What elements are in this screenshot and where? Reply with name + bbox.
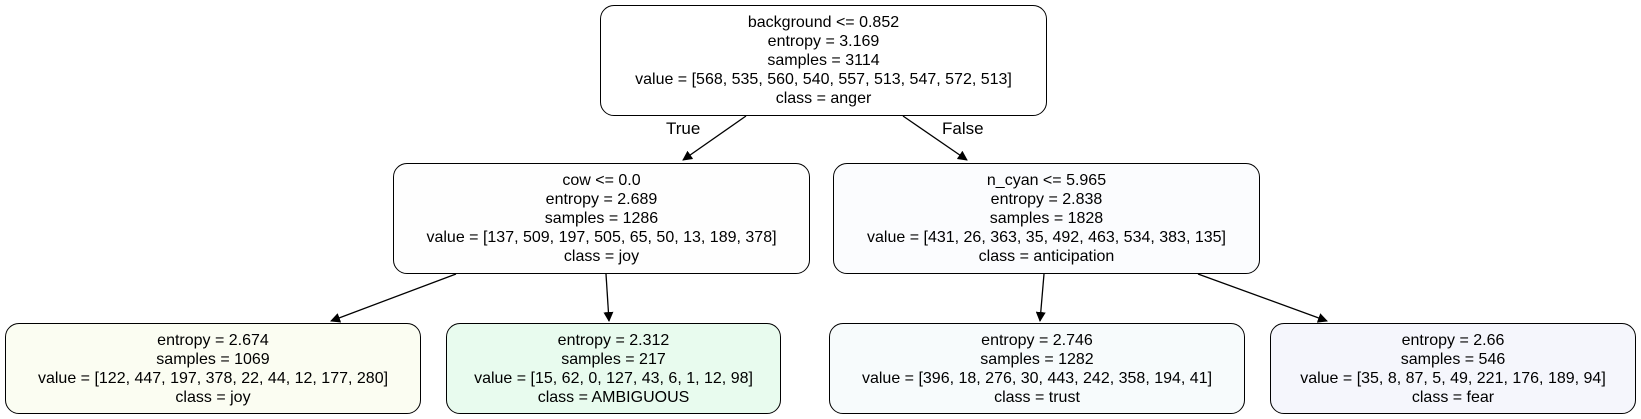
edge-left-leaf-2 — [603, 273, 614, 322]
node-samples: samples = 1286 — [544, 210, 659, 227]
edge-root-left — [682, 115, 747, 161]
tree-node-root: background <= 0.852 entropy = 3.169 samp… — [600, 5, 1047, 116]
node-samples: samples = 1828 — [989, 210, 1104, 227]
node-entropy: entropy = 2.838 — [990, 191, 1103, 208]
node-class: class = fear — [1411, 388, 1495, 406]
node-samples: samples = 1282 — [980, 350, 1094, 368]
node-entropy: entropy = 3.169 — [767, 33, 880, 50]
edge-label-false: False — [942, 119, 984, 138]
node-value: value = [568, 535, 560, 540, 557, 513, 5… — [635, 71, 1012, 88]
node-class: class = trust — [994, 388, 1080, 406]
node-samples: samples = 217 — [561, 350, 666, 368]
node-value: value = [35, 8, 87, 5, 49, 221, 176, 189… — [1300, 369, 1606, 387]
node-value: value = [431, 26, 363, 35, 492, 463, 534… — [867, 229, 1226, 246]
edge-right-leaf-3 — [1035, 273, 1046, 322]
node-value: value = [396, 18, 276, 30, 443, 242, 358… — [861, 369, 1213, 387]
tree-leaf-3: entropy = 2.746 samples = 1282 value = [… — [829, 323, 1245, 414]
node-class: class = anticipation — [978, 248, 1115, 265]
edge-left-leaf-1 — [330, 273, 457, 323]
edge-root-right — [902, 115, 968, 161]
node-samples: samples = 1069 — [156, 350, 270, 368]
node-entropy: entropy = 2.674 — [157, 331, 269, 349]
edge-right-leaf-4 — [1197, 273, 1328, 323]
node-entropy: entropy = 2.746 — [981, 331, 1093, 349]
node-split-condition: background <= 0.852 — [747, 14, 900, 31]
node-class: class = AMBIGUOUS — [537, 388, 690, 406]
tree-leaf-2: entropy = 2.312 samples = 217 value = [1… — [446, 323, 781, 414]
node-value: value = [122, 447, 197, 378, 22, 44, 12,… — [37, 369, 389, 387]
node-class: class = joy — [175, 388, 251, 406]
node-samples: samples = 546 — [1400, 350, 1506, 368]
node-value: value = [137, 509, 197, 505, 65, 50, 13,… — [426, 229, 777, 246]
edge-label-true: True — [666, 119, 701, 138]
node-split-condition: n_cyan <= 5.965 — [986, 172, 1107, 189]
node-entropy: entropy = 2.689 — [545, 191, 658, 208]
node-split-condition: cow <= 0.0 — [562, 172, 641, 189]
node-samples: samples = 3114 — [767, 52, 880, 69]
node-class: class = joy — [563, 248, 640, 265]
tree-node-left: cow <= 0.0 entropy = 2.689 samples = 128… — [393, 163, 810, 274]
node-value: value = [15, 62, 0, 127, 43, 6, 1, 12, 9… — [474, 369, 753, 387]
tree-leaf-4: entropy = 2.66 samples = 546 value = [35… — [1270, 323, 1636, 414]
tree-leaf-1: entropy = 2.674 samples = 1069 value = [… — [5, 323, 421, 414]
node-class: class = anger — [775, 90, 872, 107]
node-entropy: entropy = 2.66 — [1401, 331, 1505, 349]
node-entropy: entropy = 2.312 — [557, 331, 670, 349]
tree-node-right: n_cyan <= 5.965 entropy = 2.838 samples … — [833, 163, 1260, 274]
